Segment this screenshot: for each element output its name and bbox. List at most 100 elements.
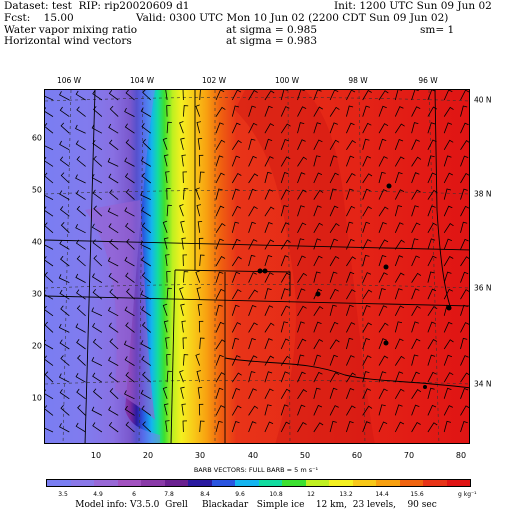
wind-barb xyxy=(427,271,435,283)
wind-barb xyxy=(280,106,290,117)
wind-barb xyxy=(264,138,273,150)
wind-barb xyxy=(411,389,422,400)
wind-barb xyxy=(140,340,151,350)
wind-barb xyxy=(215,372,226,383)
field-name-1: Water vapor mixing ratio xyxy=(4,24,138,36)
wind-barb xyxy=(140,157,152,167)
wind-barb xyxy=(180,137,185,150)
wind-barb xyxy=(248,155,257,167)
wind-barb xyxy=(394,355,405,366)
wind-barb xyxy=(427,222,438,234)
wind-barb xyxy=(378,272,388,283)
wind-barb xyxy=(378,355,389,366)
wind-barb xyxy=(215,122,224,134)
wind-barb xyxy=(93,205,103,217)
wind-barb xyxy=(45,256,54,267)
wind-barb xyxy=(297,156,308,167)
wind-barb xyxy=(297,272,308,283)
wind-barb xyxy=(346,90,356,101)
wind-barb xyxy=(280,388,291,400)
dry-tongue xyxy=(85,200,155,420)
wind-barb xyxy=(443,255,454,267)
colorbar-cell xyxy=(117,480,141,486)
wind-barb xyxy=(443,304,451,316)
wind-barb xyxy=(108,90,119,101)
wind-barb xyxy=(166,370,172,383)
wind-barb xyxy=(460,155,469,167)
wind-barb xyxy=(108,139,119,151)
wind-barb xyxy=(394,272,405,283)
wind-barb xyxy=(378,404,386,416)
wind-barb xyxy=(411,189,421,200)
wind-barb xyxy=(264,421,274,433)
wind-barb xyxy=(91,124,103,134)
colorbar xyxy=(46,479,471,487)
wind-barb xyxy=(248,173,259,184)
wind-barb xyxy=(280,205,288,217)
wind-barb xyxy=(215,420,223,433)
wind-barb xyxy=(313,172,323,184)
wind-barb xyxy=(91,223,103,234)
wind-barb xyxy=(59,206,70,217)
wind-barb xyxy=(45,172,54,184)
wind-barb xyxy=(75,224,86,234)
wind-barb xyxy=(443,90,453,101)
dataset-line: Dataset: test RIP: rip20020609 d1 xyxy=(4,0,190,12)
wind-barb xyxy=(109,388,119,400)
wind-barb xyxy=(165,420,170,433)
wind-barb xyxy=(443,139,454,151)
wind-barb xyxy=(329,155,338,167)
wind-barb xyxy=(108,406,119,416)
wind-barb xyxy=(378,338,387,350)
wind-barb xyxy=(75,273,86,283)
colorbar-label: 10.8 xyxy=(269,491,283,498)
wind-barb xyxy=(280,421,290,433)
wind-barb xyxy=(92,90,103,101)
wind-barb xyxy=(166,287,172,300)
wind-barb xyxy=(264,206,275,217)
wind-barb xyxy=(362,355,372,366)
wind-barb xyxy=(313,404,323,416)
wind-barb xyxy=(280,255,290,267)
wind-barb xyxy=(443,271,452,283)
wind-barb xyxy=(231,355,241,366)
lat-label: 38 N xyxy=(474,189,492,199)
wind-barb xyxy=(162,386,168,399)
wind-barb xyxy=(297,205,305,217)
wind-barb xyxy=(297,106,307,117)
wind-barb xyxy=(378,156,388,167)
wind-barb xyxy=(231,405,242,416)
wind-barb xyxy=(329,223,340,234)
wind-barb xyxy=(125,189,135,200)
wind-barb xyxy=(248,371,256,383)
wind-barb xyxy=(443,238,453,250)
wind-barb xyxy=(378,189,388,200)
wind-barb xyxy=(427,255,437,267)
wind-barb xyxy=(107,207,119,217)
wind-barb xyxy=(75,239,86,250)
wind-barb xyxy=(166,271,171,283)
grid-x-label: 50 xyxy=(299,451,311,460)
wind-barb xyxy=(460,221,468,233)
lon-label: 102 W xyxy=(201,76,227,85)
wind-barb xyxy=(313,354,322,366)
wind-barb xyxy=(109,189,119,200)
wind-barb xyxy=(76,255,86,267)
wind-barb xyxy=(248,304,257,316)
wind-barb xyxy=(124,306,135,317)
wind-barb xyxy=(460,205,469,217)
wind-barb xyxy=(443,155,452,167)
wind-barb xyxy=(183,271,189,283)
wind-barb xyxy=(329,205,339,217)
wind-barb xyxy=(313,238,322,250)
wind-barb xyxy=(362,173,373,184)
wind-barb xyxy=(140,389,151,400)
wind-barb xyxy=(329,372,340,383)
wind-barb xyxy=(297,305,307,317)
wind-barb xyxy=(180,386,185,399)
wind-barb xyxy=(124,123,135,134)
wind-barb xyxy=(215,271,224,283)
wind-barb xyxy=(427,404,437,416)
colorbar-label: 3.5 xyxy=(58,491,68,498)
wind-barb xyxy=(411,305,421,317)
